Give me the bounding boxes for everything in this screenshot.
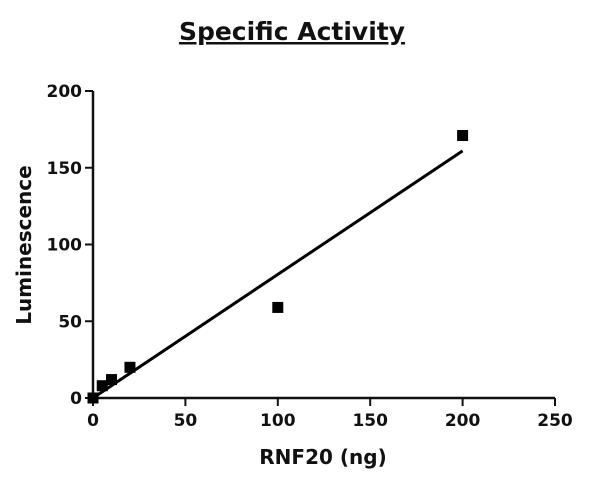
ticks: 0 50 100 150 200 250 0 50 100 150 200 [47,82,573,431]
y-tick-label: 100 [47,236,83,256]
y-tick-label: 150 [47,159,83,179]
x-tick-label: 100 [260,411,296,431]
chart-title: Specific Activity [179,17,405,46]
x-tick-label: 200 [445,411,481,431]
data-points [87,130,469,404]
x-tick-label: 250 [537,411,573,431]
x-tick-label: 0 [87,411,99,431]
y-tick-label: 200 [47,82,83,102]
y-tick-label: 50 [58,312,82,332]
x-tick-label: 150 [352,411,388,431]
data-point [124,361,136,373]
y-tick-label: 0 [70,389,82,409]
data-point [96,380,108,392]
linear-fit-line [92,149,464,400]
data-point [272,301,284,313]
fit-line-layer [92,149,464,400]
x-axis-label: RNF20 (ng) [259,445,386,469]
x-tick-label: 50 [174,411,198,431]
y-axis-label: Luminescence [12,165,36,324]
data-point [87,392,99,404]
data-point [457,130,469,142]
data-point [105,374,117,386]
